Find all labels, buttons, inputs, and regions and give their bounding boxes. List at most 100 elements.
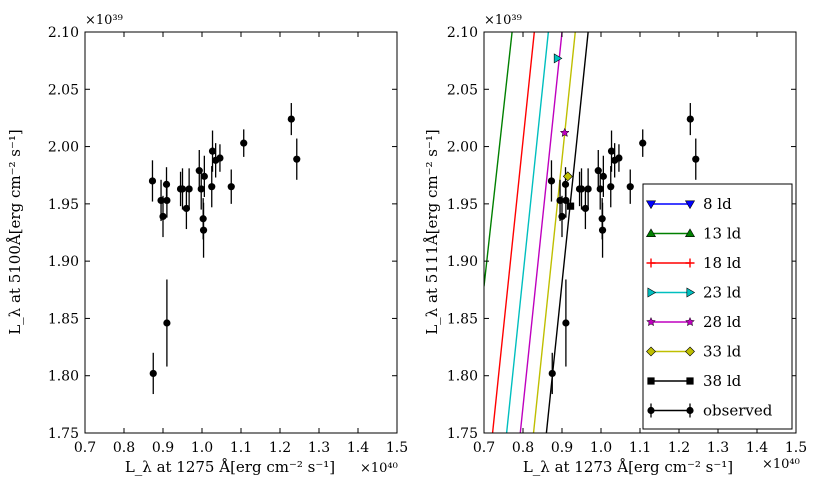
right-data-point bbox=[562, 319, 570, 327]
right-panel: 0.7 0.8 0.9 1.0 1.1 1.2 1.3 1.4 1.5 1.75 1.80 1.85 1… bbox=[423, 13, 807, 476]
legend-items: 8 ld 13 ld 18 ld 23 ld 28 ld 33 ld 38 ld observ… bbox=[645, 195, 773, 420]
legend: 8 ld 13 ld 18 ld 23 ld 28 ld 33 ld 38 ld observ… bbox=[642, 183, 793, 430]
legend-marker-23-ld bbox=[686, 287, 696, 298]
left-x-multiplier: ×10⁴⁰ bbox=[360, 461, 398, 476]
right-y-multiplier: ×10³⁹ bbox=[484, 13, 522, 28]
right-data-point bbox=[547, 177, 556, 185]
right-data-point bbox=[607, 183, 615, 191]
legend-marker-18-ld bbox=[685, 258, 695, 268]
legend-marker-13-ld bbox=[684, 228, 696, 237]
left-data-point bbox=[240, 139, 248, 147]
legend-marker-observed bbox=[686, 406, 694, 415]
legend-marker-23-ld bbox=[647, 287, 657, 298]
right-model-points-layer bbox=[553, 53, 575, 210]
model-point-33-ld bbox=[562, 171, 573, 182]
legend-marker-33-ld bbox=[646, 346, 656, 357]
legend-label-8-ld: 8 ld bbox=[703, 195, 732, 213]
right-ytick-label: 1.75 bbox=[447, 426, 478, 442]
left-data-point bbox=[227, 183, 235, 191]
left-data-point bbox=[163, 196, 171, 205]
left-ytick-label: 2.05 bbox=[48, 82, 79, 98]
left-data-point bbox=[199, 226, 208, 234]
left-data-point bbox=[149, 369, 157, 378]
left-data-point bbox=[216, 154, 224, 162]
left-xtick-label: 1.0 bbox=[191, 440, 213, 456]
left-xtick-label: 1.2 bbox=[269, 440, 291, 456]
left-y-multiplier: ×10³⁹ bbox=[85, 13, 123, 28]
left-plot-frame bbox=[85, 32, 397, 433]
model-line-13-ld bbox=[484, 32, 513, 287]
right-ytick-label: 2.00 bbox=[447, 140, 478, 156]
right-data-point bbox=[581, 204, 590, 213]
right-ytick-label: 1.80 bbox=[447, 369, 478, 385]
left-xtick-label: 1.5 bbox=[386, 440, 408, 456]
right-data-point bbox=[558, 212, 566, 221]
right-ytick-label: 1.85 bbox=[447, 311, 478, 327]
legend-marker-38-ld bbox=[647, 377, 655, 385]
right-data-point bbox=[639, 139, 647, 147]
model-line-28-ld bbox=[519, 32, 563, 433]
legend-marker-28-ld bbox=[685, 316, 695, 327]
left-data-point bbox=[178, 185, 187, 193]
left-data-point bbox=[208, 183, 216, 191]
right-data-point bbox=[596, 185, 604, 193]
left-data-layer bbox=[148, 103, 301, 395]
left-x-axis-label: L_λ at 1275 Å[erg cm⁻² s⁻¹] bbox=[125, 458, 335, 476]
left-data-point bbox=[185, 185, 193, 193]
legend-marker-8-ld bbox=[684, 200, 696, 210]
right-data-point bbox=[615, 154, 623, 162]
legend-marker-8-ld bbox=[645, 200, 657, 210]
legend-label-28-ld: 28 ld bbox=[703, 313, 742, 331]
legend-label-observed: observed bbox=[703, 402, 773, 420]
right-xtick-label: 1.3 bbox=[707, 440, 729, 456]
left-xtick-label: 0.9 bbox=[152, 440, 174, 456]
left-data-point bbox=[148, 177, 157, 185]
left-ytick-label: 1.90 bbox=[48, 254, 79, 270]
legend-marker-13-ld bbox=[645, 228, 657, 237]
right-data-point bbox=[692, 155, 700, 163]
left-ytick-label: 1.85 bbox=[48, 311, 79, 327]
right-y-axis-label: L_λ at 5111Å[erg cm⁻² s⁻¹] bbox=[423, 129, 441, 335]
left-data-point bbox=[200, 172, 208, 180]
right-xtick-label: 1.4 bbox=[746, 440, 768, 456]
right-x-multiplier: ×10⁴⁰ bbox=[762, 457, 800, 472]
legend-marker-33-ld bbox=[685, 346, 695, 357]
right-xtick-label: 1.1 bbox=[629, 440, 651, 456]
model-point-23-ld bbox=[553, 53, 563, 64]
right-xtick-label: 1.0 bbox=[590, 440, 612, 456]
right-data-point bbox=[577, 185, 586, 193]
right-xtick-label: 0.7 bbox=[473, 440, 495, 456]
right-xtick-label: 1.2 bbox=[668, 440, 690, 456]
left-ytick-label: 1.80 bbox=[48, 369, 79, 385]
left-data-point bbox=[287, 115, 295, 123]
right-ytick-label: 2.05 bbox=[447, 82, 478, 98]
right-model-lines-layer bbox=[484, 32, 589, 433]
legend-label-23-ld: 23 ld bbox=[703, 284, 742, 302]
right-xtick-label: 1.5 bbox=[785, 440, 807, 456]
model-line-33-ld bbox=[532, 32, 576, 433]
left-xtick-label: 0.8 bbox=[113, 440, 135, 456]
legend-marker-28-ld bbox=[646, 316, 656, 327]
legend-label-38-ld: 38 ld bbox=[703, 372, 742, 390]
model-line-23-ld bbox=[505, 32, 550, 433]
left-xtick-label: 1.4 bbox=[347, 440, 369, 456]
left-data-point bbox=[163, 319, 171, 327]
left-data-point bbox=[182, 204, 190, 213]
left-ytick-label: 1.75 bbox=[48, 426, 79, 442]
right-x-axis-label: L_λ at 1273 Å[erg cm⁻² s⁻¹] bbox=[523, 458, 733, 476]
right-data-layer bbox=[547, 103, 700, 395]
left-data-point bbox=[293, 155, 301, 163]
left-panel: 0.7 0.8 0.9 1.0 1.1 1.2 1.3 1.4 1.5 1.75 1.80 1.85 1… bbox=[6, 13, 408, 476]
left-y-axis-label: L_λ at 5100Å[erg cm⁻² s⁻¹] bbox=[6, 129, 24, 335]
model-line-38-ld bbox=[545, 32, 589, 433]
left-xtick-label: 1.3 bbox=[308, 440, 330, 456]
model-point-38-ld bbox=[566, 202, 575, 210]
model-point-28-ld bbox=[559, 127, 570, 137]
left-tick-layer: 0.7 0.8 0.9 1.0 1.1 1.2 1.3 1.4 1.5 1.75 1.80 1.85 1… bbox=[48, 25, 408, 456]
legend-marker-18-ld bbox=[646, 258, 656, 268]
left-ytick-label: 1.95 bbox=[48, 197, 79, 213]
right-xtick-label: 0.8 bbox=[512, 440, 534, 456]
legend-marker-observed bbox=[647, 406, 655, 415]
legend-label-18-ld: 18 ld bbox=[703, 254, 742, 272]
